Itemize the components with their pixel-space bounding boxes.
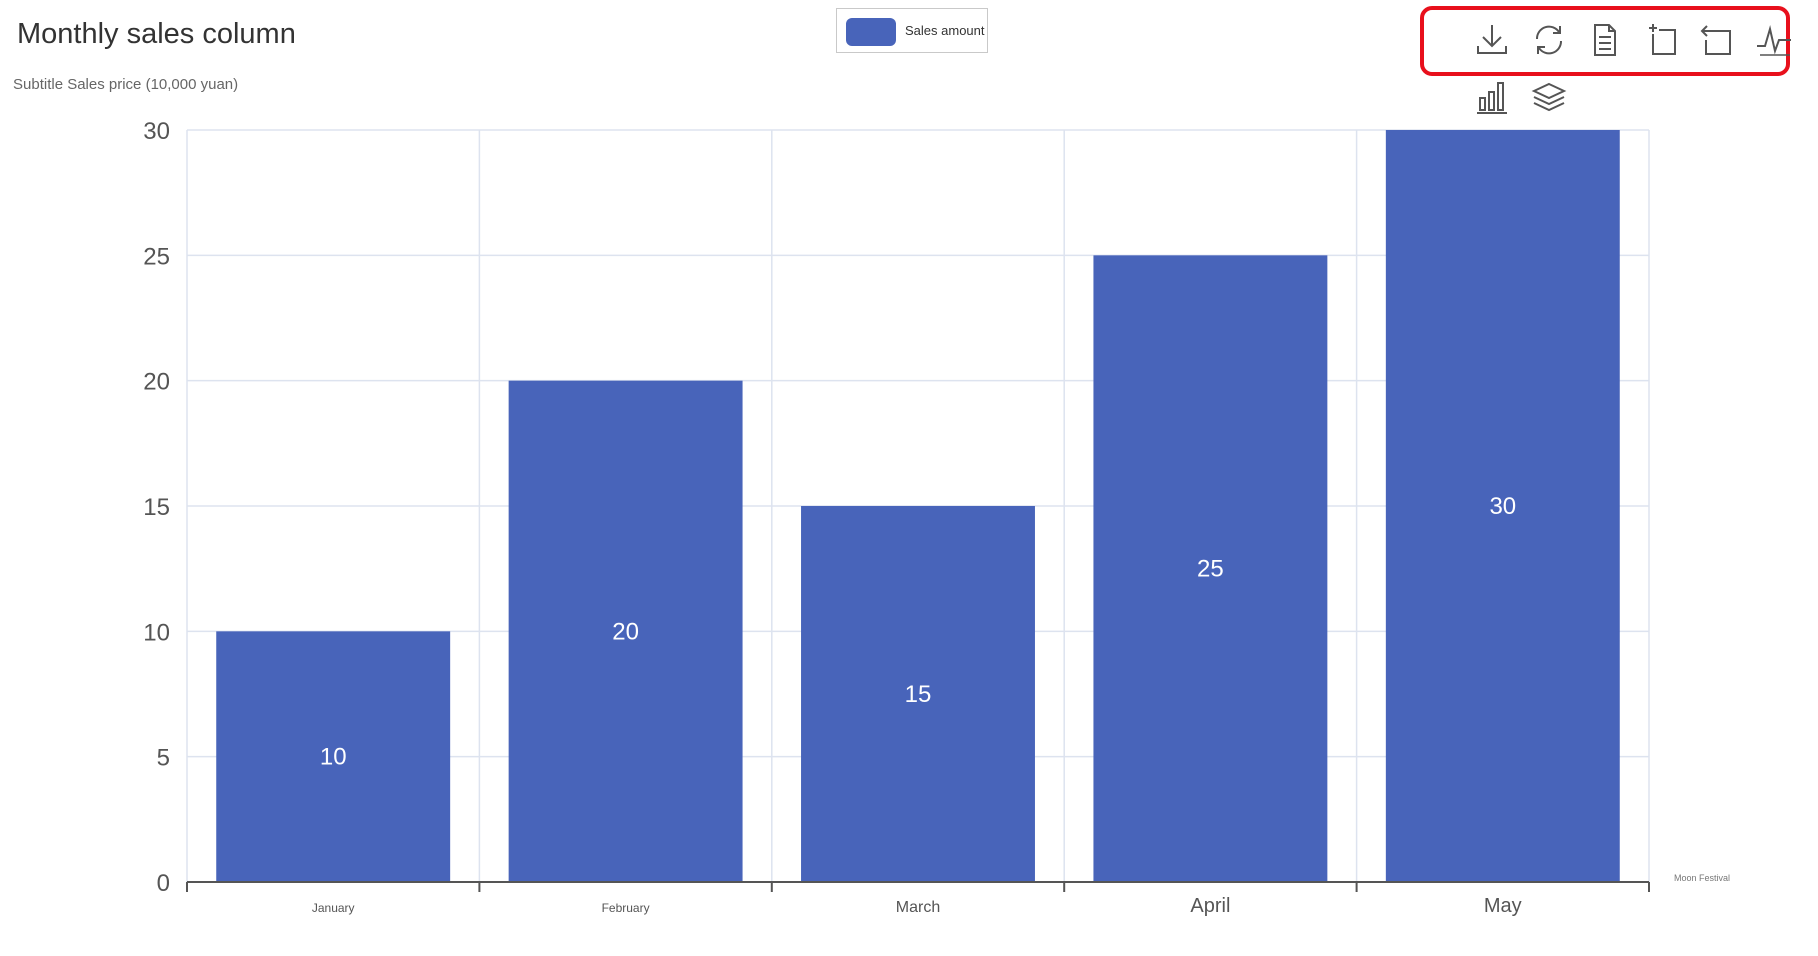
chart-title: Monthly sales column xyxy=(17,18,296,50)
bar-value-label: 15 xyxy=(905,681,932,708)
y-tick-label: 0 xyxy=(157,870,170,897)
legend-label: Sales amount xyxy=(905,23,985,38)
y-tick-label: 20 xyxy=(143,369,170,396)
stack-icon[interactable] xyxy=(1529,78,1569,118)
bar xyxy=(1385,130,1620,882)
chart-subtitle: Subtitle Sales price (10,000 yuan) xyxy=(13,76,239,93)
zoom-back-icon[interactable] xyxy=(1697,20,1737,60)
x-tick-label: May xyxy=(1484,895,1522,917)
line-chart-icon[interactable] xyxy=(1754,20,1794,60)
bar-value-label: 25 xyxy=(1197,556,1224,583)
legend-swatch xyxy=(846,18,896,46)
document-icon[interactable] xyxy=(1585,20,1625,60)
bar xyxy=(216,631,451,882)
bar-value-label: 30 xyxy=(1489,493,1516,520)
bar xyxy=(801,506,1035,882)
bar xyxy=(508,380,743,882)
x-tick-label: April xyxy=(1190,895,1230,917)
y-tick-label: 10 xyxy=(143,619,170,646)
legend-item-sales-amount[interactable]: Sales amount xyxy=(836,8,988,53)
refresh-icon[interactable] xyxy=(1529,20,1569,60)
x-tick-label: February xyxy=(602,901,650,915)
zoom-area-icon[interactable] xyxy=(1641,20,1681,60)
bar xyxy=(1093,255,1328,883)
x-tick-label: March xyxy=(896,899,940,916)
x-tick-label: January xyxy=(312,901,355,915)
download-icon[interactable] xyxy=(1472,20,1512,60)
bar-value-label: 10 xyxy=(320,744,347,771)
y-tick-label: 5 xyxy=(157,745,170,772)
y-tick-label: 15 xyxy=(143,494,170,521)
y-tick-label: 30 xyxy=(143,118,170,145)
y-tick-label: 25 xyxy=(143,243,170,270)
x-extra-label: Moon Festival xyxy=(1674,873,1730,883)
bar-chart-icon[interactable] xyxy=(1472,78,1512,118)
bar-value-label: 20 xyxy=(612,618,639,645)
